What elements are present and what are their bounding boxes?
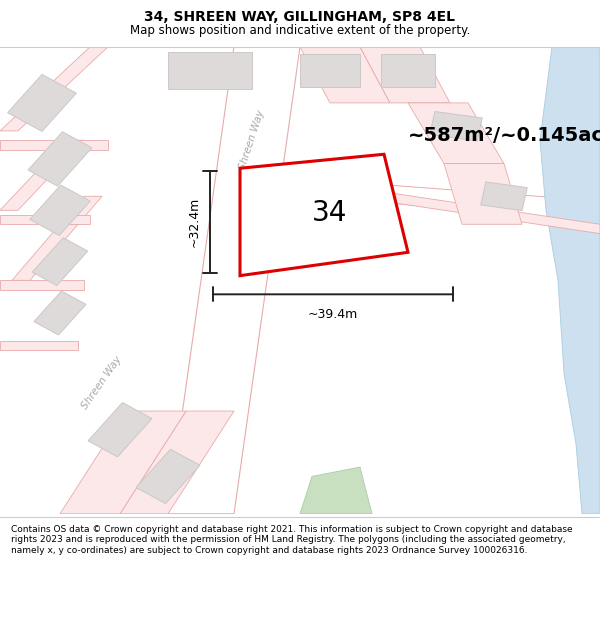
Polygon shape (444, 164, 522, 224)
Text: Shreen Way: Shreen Way (80, 354, 124, 411)
Polygon shape (408, 103, 504, 164)
Text: Contains OS data © Crown copyright and database right 2021. This information is : Contains OS data © Crown copyright and d… (11, 525, 572, 554)
Polygon shape (0, 140, 84, 210)
Polygon shape (30, 185, 90, 236)
Polygon shape (288, 177, 600, 234)
Polygon shape (34, 291, 86, 335)
Polygon shape (136, 449, 200, 504)
Text: Map shows position and indicative extent of the property.: Map shows position and indicative extent… (130, 24, 470, 36)
Polygon shape (168, 51, 252, 89)
Polygon shape (300, 467, 372, 514)
Polygon shape (0, 215, 90, 224)
Polygon shape (0, 280, 84, 289)
Polygon shape (481, 182, 527, 211)
Polygon shape (240, 154, 408, 276)
Polygon shape (540, 47, 600, 514)
Polygon shape (288, 177, 600, 224)
Polygon shape (430, 111, 482, 141)
Polygon shape (360, 47, 450, 103)
Polygon shape (300, 54, 360, 86)
Polygon shape (8, 74, 76, 131)
Polygon shape (28, 132, 92, 186)
Text: ~587m²/~0.145ac.: ~587m²/~0.145ac. (408, 126, 600, 145)
Polygon shape (60, 411, 186, 514)
Polygon shape (12, 196, 102, 280)
Text: ~39.4m: ~39.4m (308, 308, 358, 321)
Polygon shape (381, 54, 435, 86)
Text: 34: 34 (313, 199, 347, 227)
Polygon shape (120, 411, 234, 514)
Polygon shape (300, 47, 390, 103)
Polygon shape (0, 140, 108, 149)
Text: Shreen Way: Shreen Way (238, 109, 266, 171)
Text: 34, SHREEN WAY, GILLINGHAM, SP8 4EL: 34, SHREEN WAY, GILLINGHAM, SP8 4EL (145, 10, 455, 24)
Polygon shape (88, 402, 152, 457)
Polygon shape (168, 47, 300, 514)
Polygon shape (0, 47, 108, 131)
Text: ~32.4m: ~32.4m (188, 197, 201, 247)
Polygon shape (32, 238, 88, 286)
Polygon shape (0, 341, 78, 351)
